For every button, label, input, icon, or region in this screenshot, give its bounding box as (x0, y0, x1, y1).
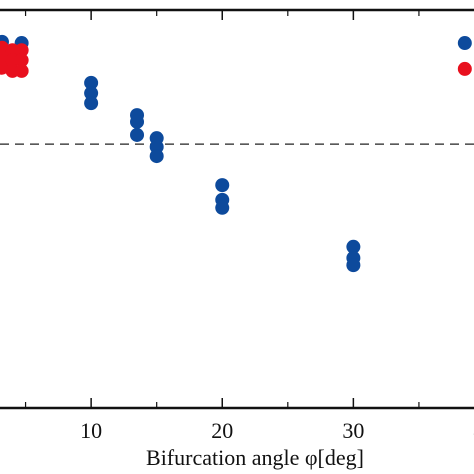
data-point (14, 63, 29, 78)
data-point (346, 239, 361, 254)
data-point (215, 200, 230, 215)
data-point (215, 178, 230, 193)
data-point (346, 258, 361, 273)
x-tick-label: 20 (211, 418, 233, 443)
data-point (14, 43, 29, 58)
data-point (84, 75, 99, 90)
data-point (84, 86, 99, 101)
x-tick-label: 30 (342, 418, 364, 443)
data-point (130, 114, 145, 129)
plot-frame (0, 8, 474, 410)
data-point (84, 96, 99, 111)
data-point (14, 53, 29, 68)
data-point (149, 149, 164, 164)
x-tick-label: 10 (80, 418, 102, 443)
x-axis-label: Bifurcation angle φ[deg] (146, 445, 364, 470)
data-point (457, 61, 472, 76)
data-point (130, 127, 145, 142)
data-point (457, 36, 472, 51)
